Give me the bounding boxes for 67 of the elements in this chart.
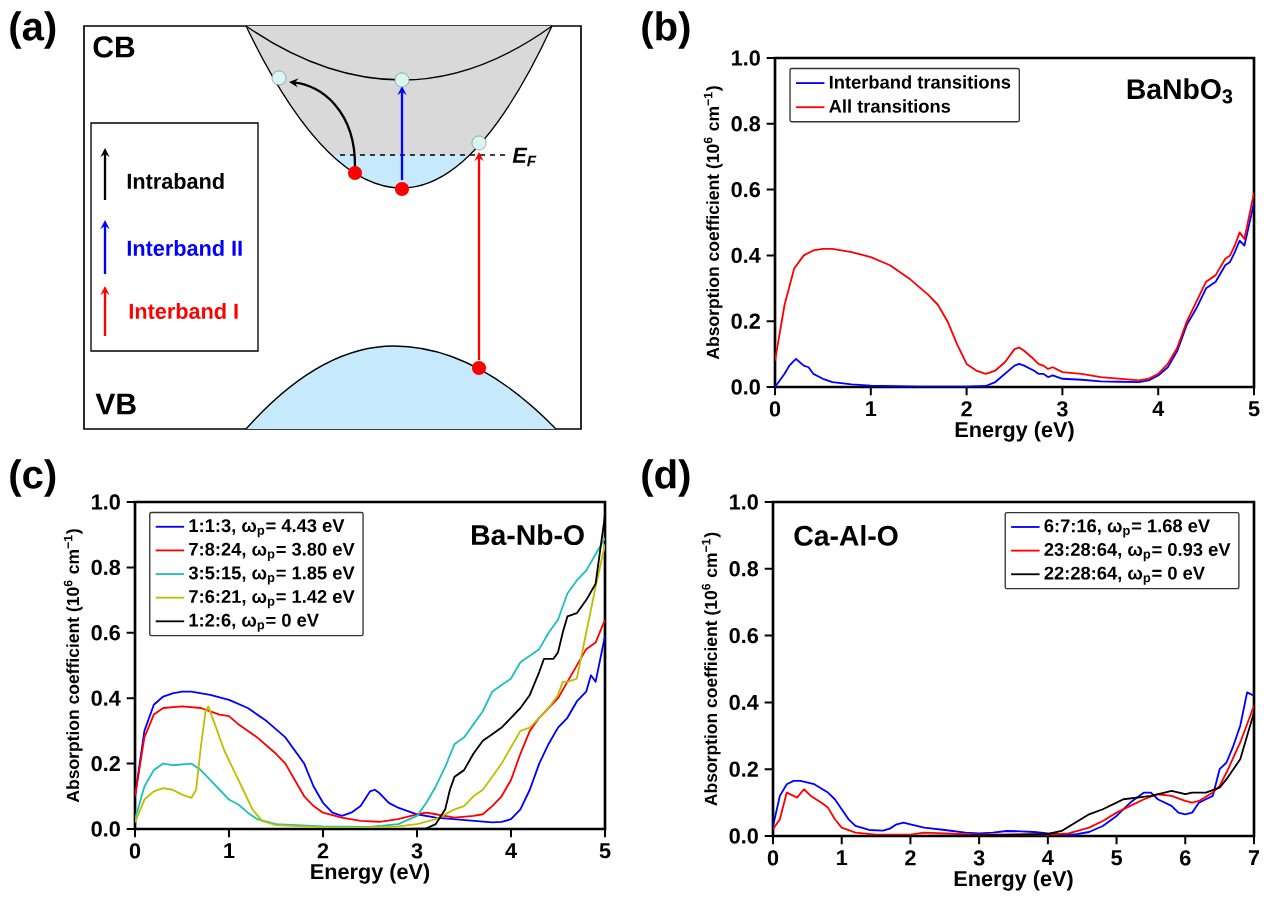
chart-title: (b): [642, 11, 690, 49]
y-axis-title: Absorption coefficient (10$^{6}$ cm$^{−1}$): [63, 529, 83, 803]
chart-title: (d): [642, 459, 690, 497]
x-tick-label: 5: [599, 843, 611, 859]
x-tick-label: 4: [505, 843, 517, 859]
y-tick-label: 0.2: [91, 755, 120, 772]
legend-label: Interband transitions: [829, 75, 1011, 89]
x-axis-title: Energy (eV): [954, 870, 1073, 891]
legend-label: 1:2:6, ω$_{p}$= 0 eV: [189, 613, 319, 632]
x-tick-label: 1: [837, 850, 848, 866]
text: Intraband: [127, 173, 224, 189]
y-tick-label: 0.8: [729, 561, 759, 577]
y-tick-label: 0.2: [731, 313, 760, 329]
y-tick-label: 0.6: [731, 181, 760, 198]
x-tick-label: 0: [767, 850, 779, 866]
y-axis-title: Absorption coefficient (10$^{6}$ cm$^{−1}$): [701, 532, 721, 806]
legend-label: 7:8:24, ω$_{p}$= 3.80 eV: [189, 542, 355, 561]
x-axis-title: Energy (eV): [955, 421, 1074, 442]
x-tick-label: 5: [1111, 850, 1122, 866]
y-tick-label: 0.4: [729, 694, 759, 711]
legend-label: 23:28:64, ω$_{p}$= 0.93 eV: [1044, 543, 1231, 562]
x-tick-label: 1: [866, 401, 877, 417]
chart-title: (c): [10, 459, 56, 497]
legend-label: 1:1:3, ω$_{p}$= 4.43 eV: [189, 519, 345, 538]
text: (a): [10, 11, 56, 49]
legend-label: 6:7:16, ω$_{p}$= 1.68 eV: [1044, 519, 1211, 538]
y-tick-label: 1.0: [730, 494, 758, 510]
y-tick-label: 0.6: [91, 625, 120, 641]
x-tick-label: 0: [129, 843, 141, 859]
y-tick-label: 0.0: [729, 828, 758, 844]
x-tick-label: 0: [769, 401, 781, 417]
x-tick-label: 2: [317, 843, 329, 859]
x-tick-label: 4: [1042, 850, 1054, 866]
y-axis-title: Absorption coefficient (10$^{6}$ cm$^{−1}$): [703, 86, 723, 360]
x-axis-title: Energy (eV): [311, 863, 430, 884]
y-tick-label: 1.0: [92, 494, 120, 510]
x-tick-label: 2: [905, 850, 916, 866]
x-tick-label: 5: [1248, 401, 1260, 417]
x-tick-label: 3: [411, 843, 423, 859]
y-tick-label: 0.2: [729, 761, 758, 777]
y-tick-label: 0.8: [91, 559, 121, 576]
y-tick-label: 0.4: [91, 690, 121, 706]
legend-label: 7:6:21, ω$_{p}$= 1.42 eV: [189, 590, 355, 609]
annotation: BaNbO$_{3}$: [1127, 78, 1233, 104]
annotation: Ca-Al-O: [794, 525, 898, 546]
text: Interband I: [129, 303, 238, 319]
x-tick-label: 7: [1248, 850, 1260, 866]
text: Interband II: [127, 240, 242, 256]
x-tick-label: 3: [1056, 401, 1068, 417]
text: VB: [95, 393, 136, 415]
y-tick-label: 1.0: [732, 50, 760, 66]
x-tick-label: 4: [1152, 401, 1165, 417]
y-tick-label: 0.0: [91, 821, 120, 837]
text: E$_{F}$: [512, 147, 537, 167]
annotation: Ba-Nb-O: [472, 524, 584, 546]
y-tick-label: 0.4: [731, 247, 761, 264]
y-tick-label: 0.0: [731, 379, 760, 395]
x-tick-label: 1: [224, 843, 235, 859]
legend-label: 3:5:15, ω$_{p}$= 1.85 eV: [188, 566, 355, 585]
legend-label: 22:28:64, ω$_{p}$= 0 eV: [1044, 566, 1205, 585]
x-tick-label: 2: [961, 401, 972, 417]
text: CB: [93, 36, 135, 58]
y-tick-label: 0.8: [731, 116, 761, 132]
x-tick-label: 3: [973, 850, 985, 866]
y-tick-label: 0.6: [729, 627, 758, 644]
x-tick-label: 6: [1180, 850, 1191, 866]
legend-label: All transitions: [829, 99, 951, 113]
